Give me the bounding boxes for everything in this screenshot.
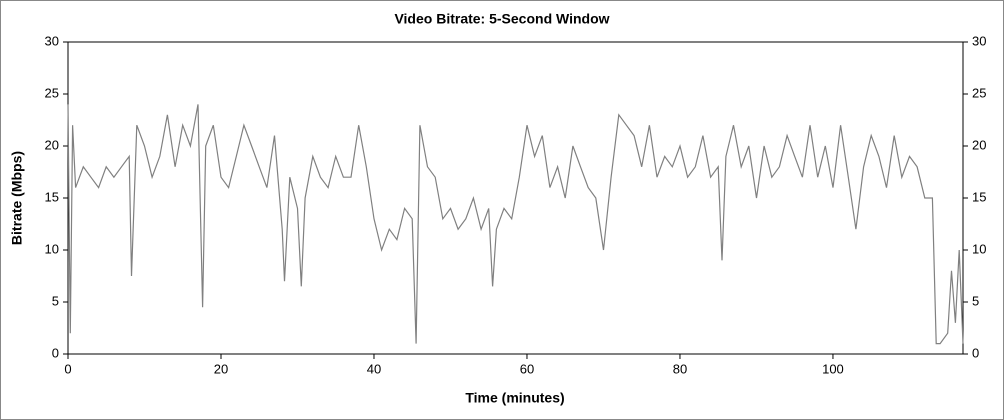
y2-tick-label: 20 xyxy=(972,137,986,152)
x-tick-label: 100 xyxy=(822,361,844,376)
y-tick-label: 10 xyxy=(45,241,59,256)
y2-tick-label: 30 xyxy=(972,33,986,48)
x-tick-label: 40 xyxy=(367,361,381,376)
y2-tick-label: 0 xyxy=(972,345,979,360)
y2-tick-label: 25 xyxy=(972,85,986,100)
x-tick-label: 80 xyxy=(673,361,687,376)
x-tick-label: 0 xyxy=(64,361,71,376)
x-axis-label: Time (minutes) xyxy=(465,390,564,406)
x-tick-label: 60 xyxy=(520,361,534,376)
chart-title: Video Bitrate: 5-Second Window xyxy=(394,11,609,27)
y-tick-label: 25 xyxy=(45,85,59,100)
y2-tick-label: 10 xyxy=(972,241,986,256)
y-tick-label: 30 xyxy=(45,33,59,48)
y-tick-label: 5 xyxy=(52,293,59,308)
y-tick-label: 20 xyxy=(45,137,59,152)
y2-tick-label: 5 xyxy=(972,293,979,308)
y-axis-label: Bitrate (Mbps) xyxy=(9,151,25,245)
y2-tick-label: 15 xyxy=(972,189,986,204)
y-tick-label: 0 xyxy=(52,345,59,360)
x-tick-label: 20 xyxy=(214,361,228,376)
data-line xyxy=(67,104,964,345)
y-tick-label: 15 xyxy=(45,189,59,204)
